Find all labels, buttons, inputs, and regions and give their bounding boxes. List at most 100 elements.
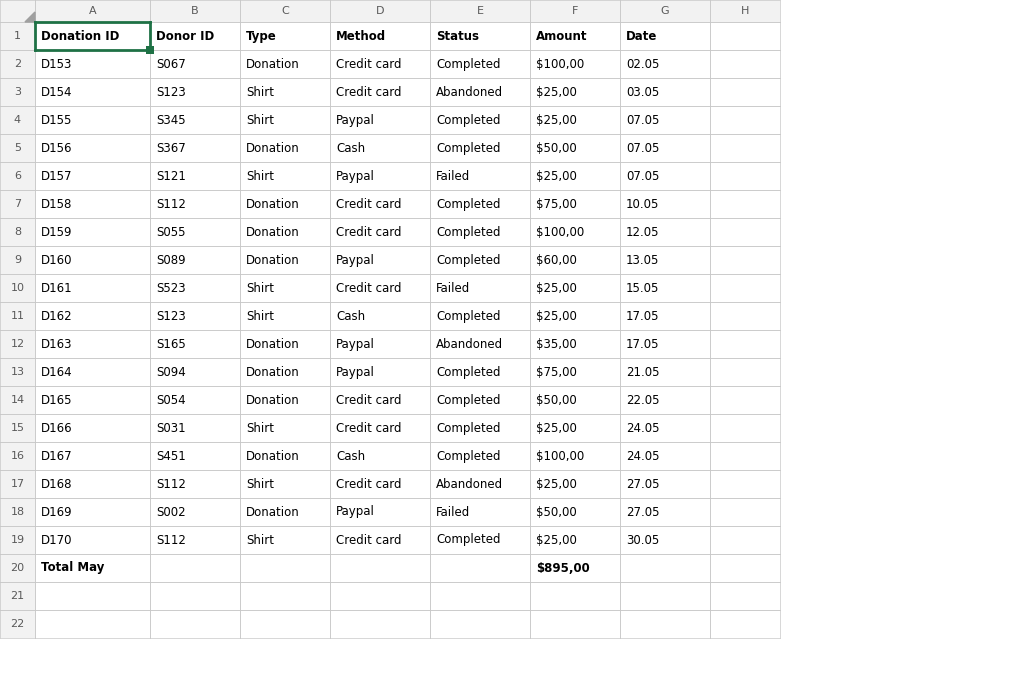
Bar <box>150 246 240 274</box>
Text: 15.05: 15.05 <box>626 281 659 294</box>
Bar <box>710 526 780 554</box>
Text: 21: 21 <box>10 591 25 601</box>
Bar <box>330 386 430 414</box>
Bar <box>240 162 330 190</box>
Bar <box>710 0 780 22</box>
Bar <box>35 246 150 274</box>
Bar <box>240 22 330 50</box>
Bar <box>430 414 530 442</box>
Bar <box>240 582 330 610</box>
Text: $25,00: $25,00 <box>536 113 577 126</box>
Bar <box>150 386 240 414</box>
Text: 13.05: 13.05 <box>626 254 659 267</box>
Text: Paypal: Paypal <box>336 254 375 267</box>
Bar <box>35 386 150 414</box>
Text: 9: 9 <box>14 255 22 265</box>
Bar <box>430 498 530 526</box>
Text: D163: D163 <box>41 337 73 350</box>
Text: $25,00: $25,00 <box>536 281 577 294</box>
Text: $895,00: $895,00 <box>536 562 590 574</box>
Text: S031: S031 <box>156 422 185 435</box>
Bar <box>35 106 150 134</box>
Bar <box>430 302 530 330</box>
Bar <box>710 554 780 582</box>
Bar <box>150 218 240 246</box>
Bar <box>530 582 620 610</box>
Bar <box>240 610 330 638</box>
Text: 22: 22 <box>10 619 25 629</box>
Text: Cash: Cash <box>336 310 366 323</box>
Bar <box>330 582 430 610</box>
Text: 27.05: 27.05 <box>626 506 659 518</box>
Text: D168: D168 <box>41 477 73 491</box>
Bar <box>430 442 530 470</box>
Bar <box>430 330 530 358</box>
Text: 8: 8 <box>14 227 22 237</box>
Bar <box>710 498 780 526</box>
Bar <box>150 274 240 302</box>
Text: 22.05: 22.05 <box>626 393 659 406</box>
Text: D158: D158 <box>41 198 73 211</box>
Bar <box>0 0 35 22</box>
Text: Shirt: Shirt <box>246 169 274 182</box>
Text: Credit card: Credit card <box>336 225 401 238</box>
Bar <box>620 442 710 470</box>
Text: Credit card: Credit card <box>336 422 401 435</box>
Text: S523: S523 <box>156 281 185 294</box>
Bar <box>0 78 35 106</box>
Text: Failed: Failed <box>436 281 470 294</box>
Text: 10: 10 <box>10 283 25 293</box>
Bar <box>0 358 35 386</box>
Bar <box>240 0 330 22</box>
Text: D162: D162 <box>41 310 73 323</box>
Text: D169: D169 <box>41 506 73 518</box>
Bar <box>530 414 620 442</box>
Bar <box>150 610 240 638</box>
Bar <box>150 78 240 106</box>
Text: Donation: Donation <box>246 506 300 518</box>
Text: Total May: Total May <box>41 562 104 574</box>
Text: Credit card: Credit card <box>336 198 401 211</box>
Bar <box>430 190 530 218</box>
Bar <box>35 274 150 302</box>
Bar <box>150 470 240 498</box>
Bar <box>530 610 620 638</box>
Bar <box>710 582 780 610</box>
Bar <box>530 470 620 498</box>
Text: Credit card: Credit card <box>336 477 401 491</box>
Bar <box>710 78 780 106</box>
Text: $100,00: $100,00 <box>536 225 585 238</box>
Bar <box>620 414 710 442</box>
Bar <box>620 358 710 386</box>
Text: 20: 20 <box>10 563 25 573</box>
Text: Date: Date <box>626 30 657 43</box>
Bar <box>530 274 620 302</box>
Text: S367: S367 <box>156 142 185 155</box>
Bar <box>530 78 620 106</box>
Bar <box>0 134 35 162</box>
Bar <box>430 50 530 78</box>
Bar <box>620 330 710 358</box>
Bar <box>620 302 710 330</box>
Text: 07.05: 07.05 <box>626 142 659 155</box>
Bar <box>620 0 710 22</box>
Bar <box>150 554 240 582</box>
Text: D153: D153 <box>41 57 73 70</box>
Text: S112: S112 <box>156 477 186 491</box>
Bar <box>240 50 330 78</box>
Text: Donation: Donation <box>246 450 300 462</box>
Bar <box>330 330 430 358</box>
Bar <box>0 218 35 246</box>
Text: 7: 7 <box>14 199 22 209</box>
Bar <box>620 218 710 246</box>
Text: Paypal: Paypal <box>336 169 375 182</box>
Bar <box>530 162 620 190</box>
Text: 24.05: 24.05 <box>626 422 659 435</box>
Bar <box>240 526 330 554</box>
Text: Failed: Failed <box>436 506 470 518</box>
Text: $50,00: $50,00 <box>536 142 577 155</box>
Text: S123: S123 <box>156 86 185 99</box>
Text: Completed: Completed <box>436 113 501 126</box>
Text: Shirt: Shirt <box>246 533 274 547</box>
Bar <box>330 218 430 246</box>
